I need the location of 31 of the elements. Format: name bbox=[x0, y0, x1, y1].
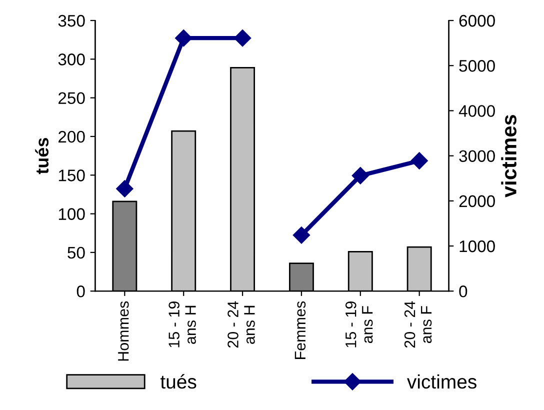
point bbox=[352, 167, 369, 184]
y-tick-label: 350 bbox=[58, 14, 85, 27]
y-tick-label: 100 bbox=[58, 208, 85, 220]
point bbox=[175, 30, 192, 47]
y2-tick-label: 0 bbox=[459, 286, 468, 298]
x-tick-label: 15 - 19 ans F bbox=[345, 302, 373, 348]
x-tick-label: 20 - 24 ans H bbox=[228, 301, 255, 348]
y2-tick-label: 2000 bbox=[459, 195, 495, 208]
y-tick-label: 300 bbox=[58, 54, 85, 66]
legend-label: tués bbox=[160, 374, 196, 389]
point bbox=[234, 30, 252, 47]
x-tick-label: Femmes bbox=[294, 301, 306, 359]
point bbox=[116, 180, 134, 198]
y2-tick-label: 4000 bbox=[458, 105, 495, 117]
x-tick-label: Hommes bbox=[118, 301, 129, 361]
y-axis-title: tués bbox=[35, 138, 49, 174]
y2-tick-label: 6000 bbox=[459, 14, 495, 27]
y-tick-label: 50 bbox=[68, 246, 85, 259]
legend-label: victimes bbox=[407, 374, 476, 389]
y-tick-label: 0 bbox=[76, 286, 85, 298]
point bbox=[292, 226, 310, 244]
x-tick-label: 20 - 24 ans F bbox=[404, 301, 432, 348]
y2-axis-title: victimes bbox=[501, 114, 516, 198]
y-tick-label: 200 bbox=[58, 130, 85, 143]
y-tick-label: 150 bbox=[58, 170, 85, 182]
point bbox=[410, 152, 428, 170]
y2-tick-label: 3000 bbox=[459, 150, 495, 162]
y2-tick-label: 1000 bbox=[460, 240, 495, 252]
y2-tick-label: 5000 bbox=[459, 60, 495, 72]
x-tick-label: 15 - 19 ans H bbox=[168, 302, 196, 348]
y-tick-label: 250 bbox=[58, 92, 85, 104]
